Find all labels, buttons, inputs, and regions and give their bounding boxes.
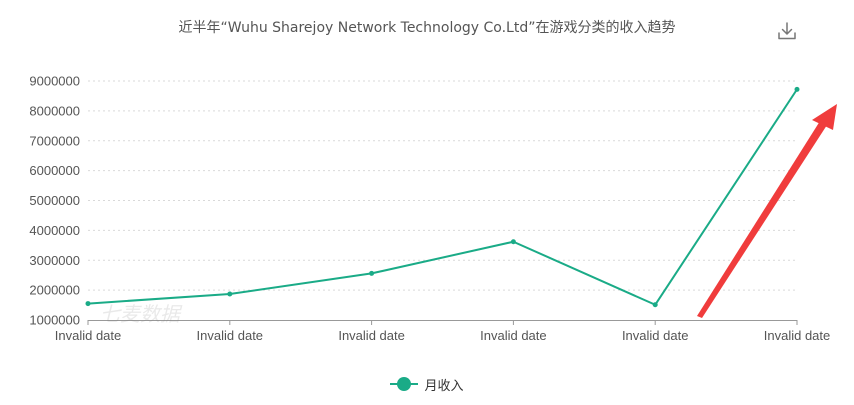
- series-line: [87, 88, 798, 306]
- data-point[interactable]: [369, 270, 375, 276]
- x-tick-label: Invalid date: [480, 328, 547, 343]
- y-tick-label: 4000000: [29, 223, 80, 238]
- chart-title: 近半年“Wuhu Sharejoy Network Technology Co.…: [178, 20, 676, 36]
- legend-series-icon: [390, 377, 419, 391]
- data-point[interactable]: [794, 86, 800, 92]
- data-point[interactable]: [510, 239, 516, 245]
- line-chart: 1000000 2000000 3000000 4000000 5000000 60000…: [29, 74, 837, 343]
- grid-lines: [88, 80, 797, 321]
- svg-text:七麦数据: 七麦数据: [100, 302, 183, 326]
- x-axis-labels: Invalid date Invalid date Invalid date Inva…: [55, 320, 831, 343]
- y-tick-label: 8000000: [29, 103, 80, 118]
- download-icon[interactable]: [776, 20, 798, 42]
- legend[interactable]: 月收入: [0, 374, 854, 394]
- x-tick-label: Invalid date: [622, 328, 689, 343]
- legend-item[interactable]: 月收入: [390, 375, 464, 394]
- y-tick-label: 9000000: [29, 74, 80, 89]
- y-tick-label: 1000000: [29, 313, 80, 328]
- series-layer: [85, 86, 800, 308]
- data-point[interactable]: [227, 291, 233, 297]
- y-tick-label: 7000000: [29, 133, 80, 148]
- x-tick-label: Invalid date: [55, 328, 122, 343]
- data-point[interactable]: [85, 301, 91, 307]
- data-point[interactable]: [652, 302, 658, 308]
- y-tick-label: 2000000: [29, 283, 80, 298]
- y-tick-label: 5000000: [29, 193, 80, 208]
- watermark: 七麦数据: [100, 302, 183, 326]
- y-tick-label: 3000000: [29, 253, 80, 268]
- red-arrow: [697, 104, 837, 318]
- x-tick-label: Invalid date: [197, 328, 264, 343]
- x-tick-label: Invalid date: [338, 328, 405, 343]
- legend-label: 月收入: [424, 378, 464, 394]
- y-axis-labels: 1000000 2000000 3000000 4000000 5000000 60000…: [29, 74, 80, 328]
- y-tick-label: 6000000: [29, 163, 80, 178]
- x-tick-label: Invalid date: [764, 328, 831, 343]
